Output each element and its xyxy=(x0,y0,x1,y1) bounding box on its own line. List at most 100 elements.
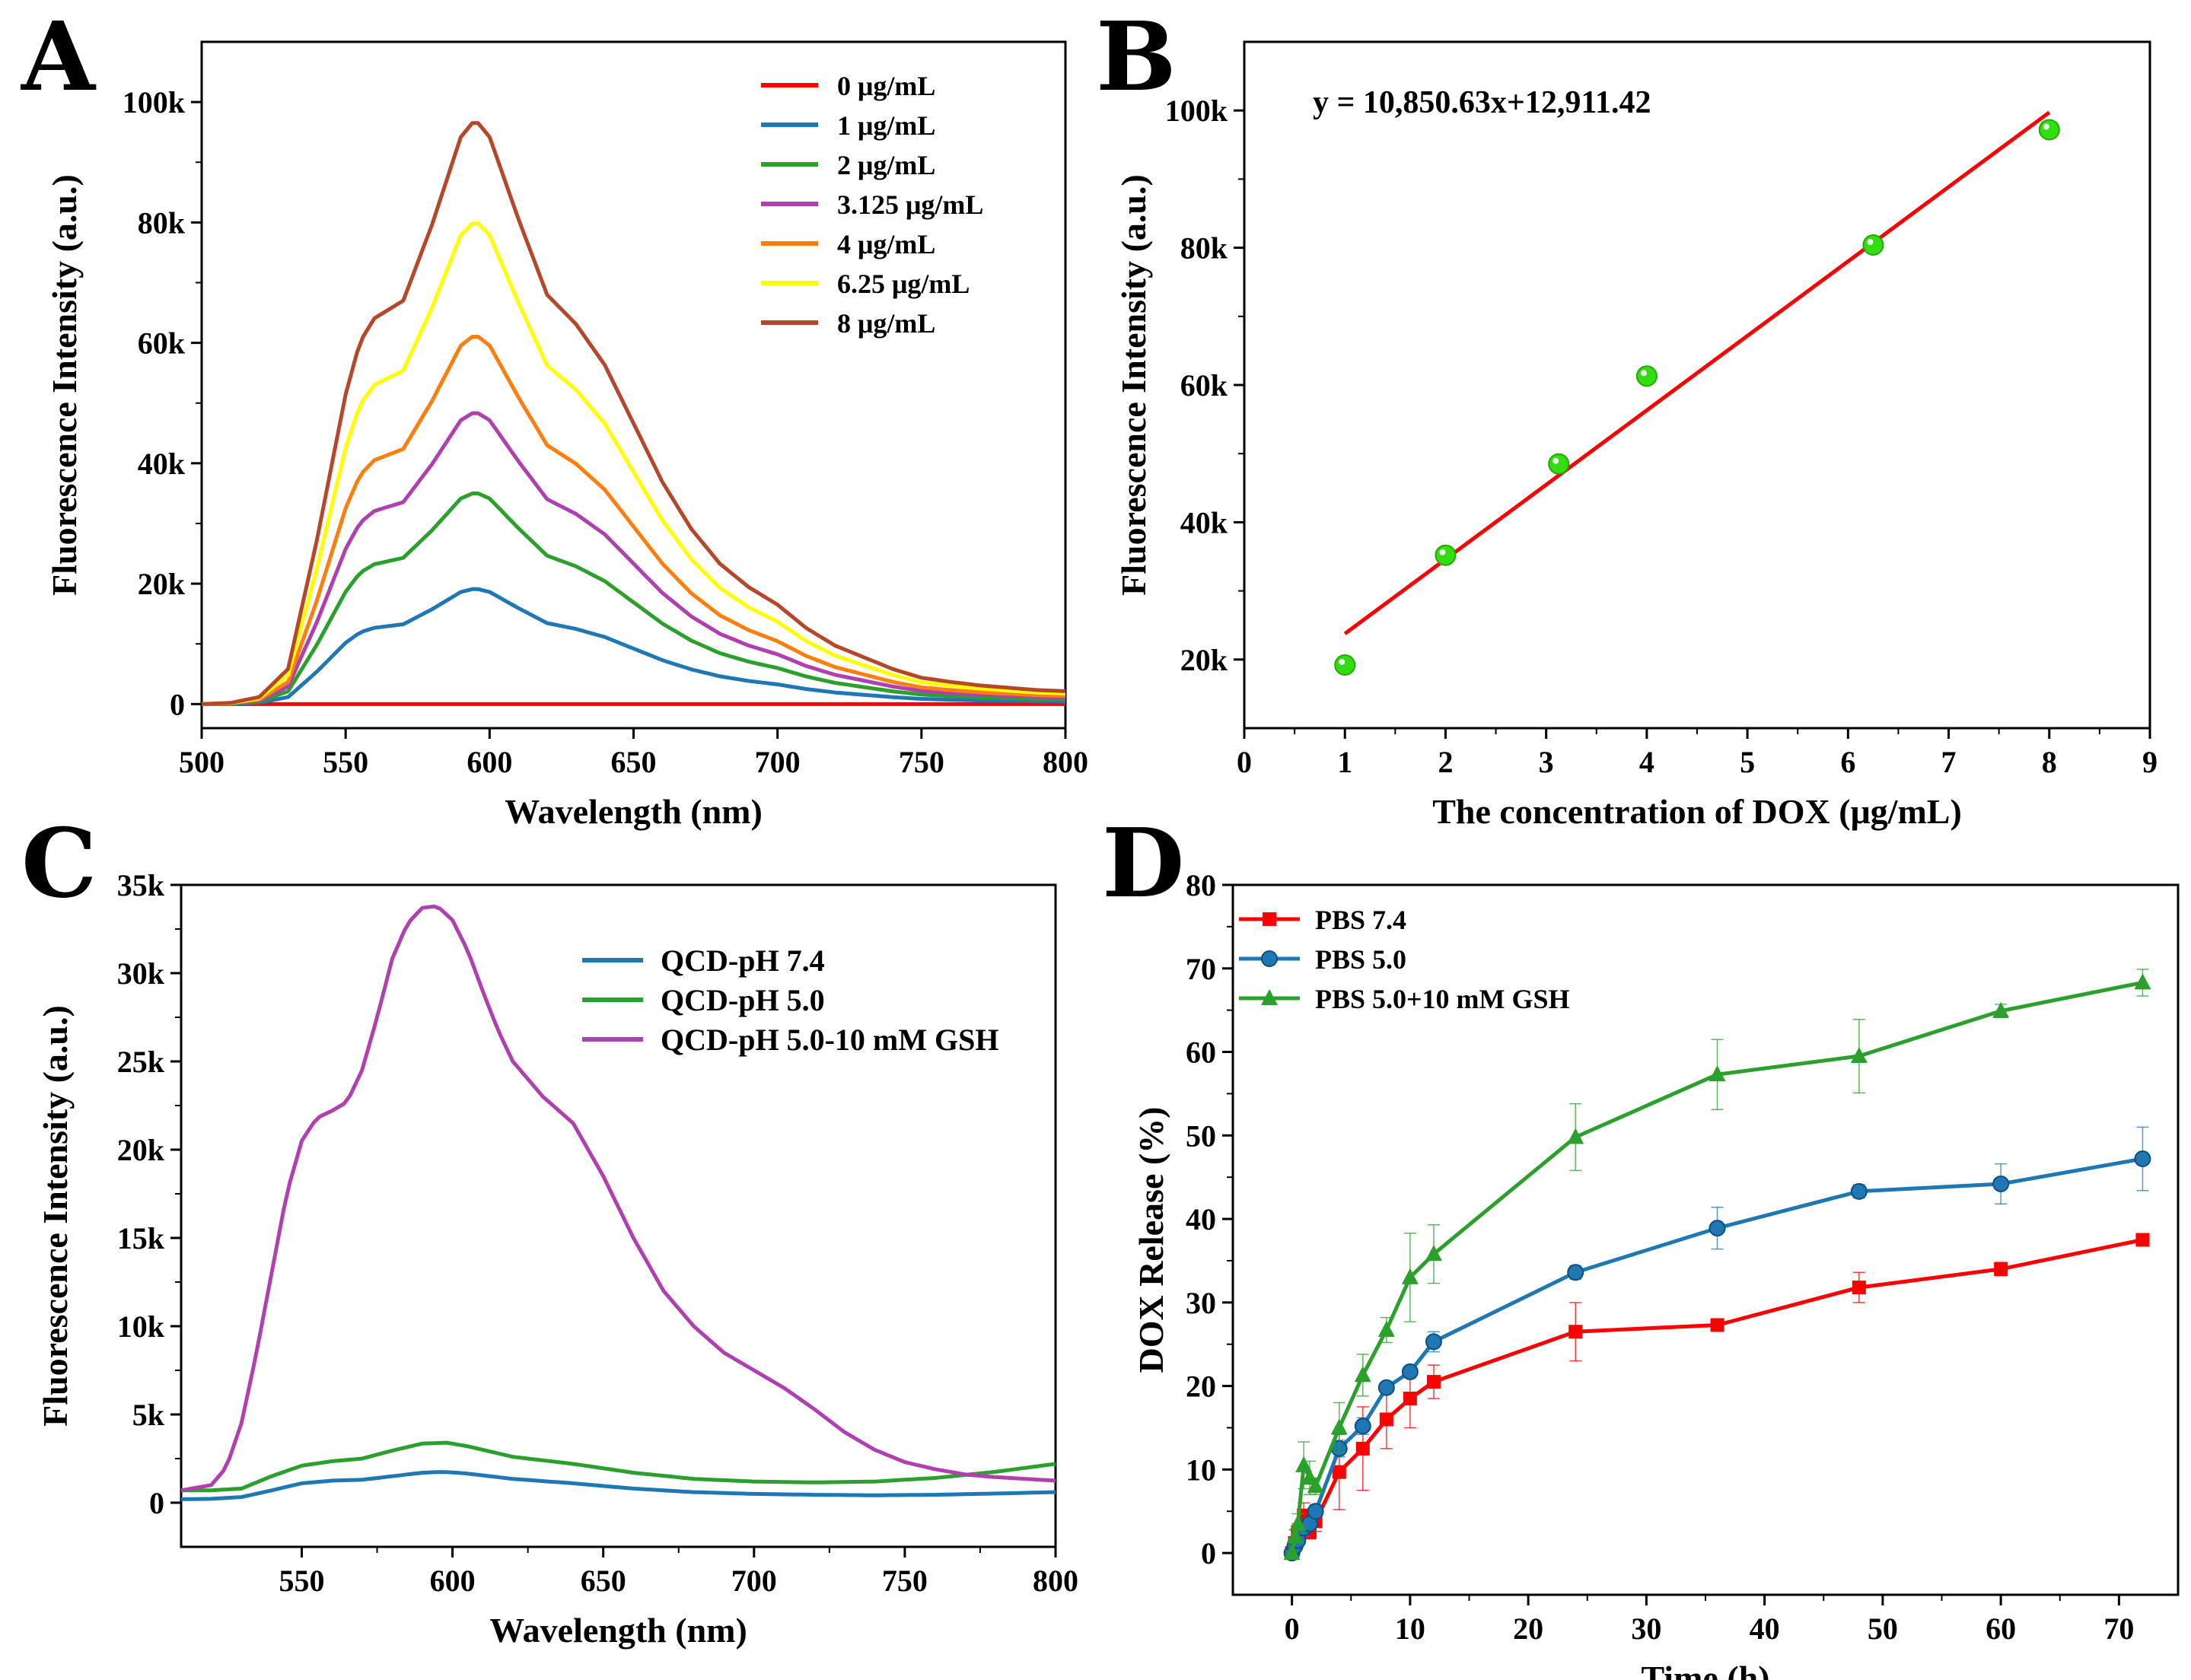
y-tick-label: 40 xyxy=(1186,1202,1216,1236)
series-line xyxy=(1290,980,2143,1554)
series-line xyxy=(181,1440,1056,1493)
data-marker xyxy=(1403,1392,1417,1406)
data-marker xyxy=(2134,1150,2151,1168)
x-tick-label: 3 xyxy=(1539,745,1554,779)
legend-label: QCD-pH 5.0-10 mM GSH xyxy=(661,1023,998,1057)
x-tick-label: 5 xyxy=(1740,745,1755,779)
y-tick-label: 80k xyxy=(1180,231,1228,266)
fit-equation: y = 10,850.63x+12,911.42 xyxy=(1313,85,1651,120)
x-axis-label: Wavelength (nm) xyxy=(489,1611,747,1650)
x-tick-label: 700 xyxy=(755,745,801,779)
y-tick-label: 80k xyxy=(138,205,186,240)
y-tick-label: 50 xyxy=(1186,1118,1216,1153)
data-marker xyxy=(1709,1065,1726,1082)
y-tick-label: 30k xyxy=(117,956,165,991)
y-axis-label: DOX Release (%) xyxy=(1132,1106,1170,1373)
data-marker xyxy=(1261,989,1278,1005)
x-tick-label: 700 xyxy=(731,1564,777,1598)
x-tick-label: 8 xyxy=(2042,745,2057,779)
data-point xyxy=(2038,119,2060,141)
x-tick-label: 6 xyxy=(1840,745,1855,779)
legend-label: 6.25 μg/mL xyxy=(837,269,970,299)
data-marker xyxy=(1354,1418,1371,1435)
data-marker xyxy=(1568,1325,1583,1339)
x-axis-label: Time (h) xyxy=(1641,1659,1769,1680)
data-marker xyxy=(1283,1544,1301,1561)
y-tick-label: 100k xyxy=(123,85,186,119)
y-tick-label: 20k xyxy=(117,1133,165,1167)
y-tick-label: 100k xyxy=(1165,94,1228,128)
y-tick-label: 0 xyxy=(1201,1536,1216,1570)
legend-label: 2 μg/mL xyxy=(837,150,935,180)
y-tick-label: 70 xyxy=(1186,952,1216,986)
plot-frame xyxy=(180,883,1057,1548)
x-tick-label: 650 xyxy=(581,1564,626,1598)
y-tick-label: 0 xyxy=(149,1486,164,1520)
y-axis-label: Fluorescence Intensity (a.u.) xyxy=(45,174,84,596)
y-tick-label: 25k xyxy=(117,1045,165,1079)
panel-d-chart: 0 10 20 30 40 50 60 70 0 10 20 30 40 50 60 70 80 Time (h)… xyxy=(1132,868,2180,1680)
legend-label: QCD-pH 5.0 xyxy=(661,983,825,1017)
x-tick-label: 800 xyxy=(1033,1564,1078,1598)
y-tick-label: 60k xyxy=(1180,368,1228,402)
plot-frame xyxy=(1243,40,2151,730)
x-tick-label: 550 xyxy=(279,1564,324,1598)
data-marker xyxy=(1401,1363,1419,1380)
data-marker xyxy=(1994,1262,2008,1276)
y-tick-label: 0 xyxy=(170,687,185,721)
y-tick-label: 40k xyxy=(1180,505,1228,539)
panel-label-a: A xyxy=(21,2,97,113)
x-tick-label: 4 xyxy=(1639,745,1654,779)
legend-label: 8 μg/mL xyxy=(837,308,935,339)
data-marker xyxy=(1426,1375,1441,1389)
x-tick-label: 600 xyxy=(467,745,512,779)
legend-label: 4 μg/mL xyxy=(837,229,935,259)
data-point xyxy=(1334,654,1356,676)
series-line xyxy=(201,492,1066,706)
x-tick-label: 70 xyxy=(2103,1612,2134,1646)
y-tick-label: 80 xyxy=(1186,868,1216,902)
x-tick-label: 500 xyxy=(179,745,225,779)
y-tick-label: 40k xyxy=(138,447,186,481)
legend-label: PBS 5.0 xyxy=(1315,944,1406,975)
y-tick-label: 20k xyxy=(1180,643,1228,677)
x-tick-label: 0 xyxy=(1285,1612,1300,1646)
series-line xyxy=(201,221,1066,706)
panel-b-chart: 0 1 2 3 4 5 6 7 8 9 20k 40k 60k 80k 100k The concentrat… xyxy=(1114,40,2158,831)
data-marker xyxy=(1261,950,1278,967)
data-marker xyxy=(1354,1366,1371,1382)
panel-c-chart: 550 600 650 700 750 800 0 5k 10k 15k 20k 25k 30k 35k W… xyxy=(36,868,1078,1650)
x-tick-label: 9 xyxy=(2142,745,2158,779)
data-point-highlight xyxy=(2043,123,2049,130)
series-line xyxy=(1290,1238,2143,1554)
y-tick-label: 10 xyxy=(1186,1452,1216,1487)
data-marker xyxy=(1992,1001,2010,1018)
data-point-highlight xyxy=(1439,549,1446,555)
data-marker xyxy=(1295,1456,1313,1472)
plot-frame xyxy=(200,40,1067,730)
y-tick-label: 15k xyxy=(117,1221,165,1255)
data-marker xyxy=(1425,1333,1442,1351)
x-tick-label: 40 xyxy=(1750,1612,1780,1646)
x-tick-label: 750 xyxy=(899,745,944,779)
data-marker xyxy=(1401,1268,1419,1284)
x-tick-label: 50 xyxy=(1868,1612,1898,1646)
y-tick-label: 60 xyxy=(1186,1036,1216,1070)
x-tick-label: 0 xyxy=(1237,745,1252,779)
y-tick-label: 35k xyxy=(117,868,165,902)
data-marker xyxy=(1992,1175,2010,1192)
panel-label-d: D xyxy=(1102,808,1184,919)
fit-line xyxy=(1343,110,2051,635)
x-axis-label: The concentration of DOX (μg/mL) xyxy=(1432,792,1962,831)
data-marker xyxy=(1289,1514,1307,1531)
y-tick-label: 10k xyxy=(117,1309,165,1344)
data-marker xyxy=(1330,1418,1348,1435)
y-tick-label: 20k xyxy=(138,567,186,601)
y-tick-label: 5k xyxy=(132,1398,165,1432)
data-point-highlight xyxy=(1339,659,1345,666)
series-line xyxy=(201,335,1066,706)
legend-label: 3.125 μg/mL xyxy=(837,189,983,220)
x-axis-label: Wavelength (nm) xyxy=(505,792,763,831)
data-point-highlight xyxy=(1552,457,1559,464)
x-tick-label: 20 xyxy=(1513,1612,1543,1646)
